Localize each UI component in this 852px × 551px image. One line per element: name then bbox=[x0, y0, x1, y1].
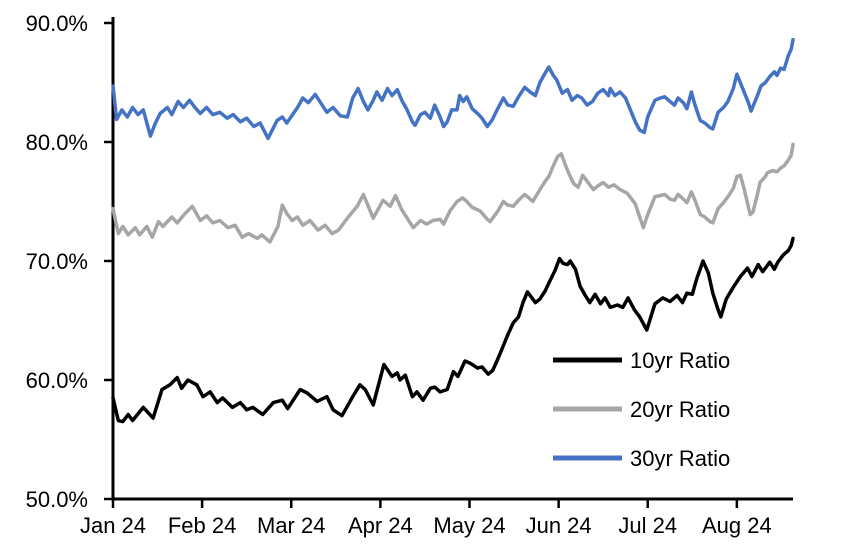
series-line-10yr-ratio bbox=[111, 236, 795, 424]
x-tick-label: Jul 24 bbox=[618, 513, 677, 538]
legend-label-10yr-ratio: 10yr Ratio bbox=[630, 348, 730, 373]
x-tick-label: Jan 24 bbox=[80, 513, 146, 538]
legend-label-20yr-ratio: 20yr Ratio bbox=[630, 397, 730, 422]
series-line-20yr-ratio bbox=[111, 142, 795, 244]
y-tick-label: 50.0% bbox=[26, 487, 88, 512]
x-tick-label: Feb 24 bbox=[168, 513, 237, 538]
x-tick-label: Aug 24 bbox=[702, 513, 772, 538]
x-tick-label: Apr 24 bbox=[348, 513, 413, 538]
series-line-30yr-ratio bbox=[111, 37, 795, 141]
y-tick-label: 70.0% bbox=[26, 249, 88, 274]
x-tick-label: Mar 24 bbox=[257, 513, 325, 538]
x-tick-label: May 24 bbox=[433, 513, 505, 538]
y-tick-label: 90.0% bbox=[26, 11, 88, 36]
y-tick-label: 60.0% bbox=[26, 368, 88, 393]
x-tick-label: Jun 24 bbox=[526, 513, 592, 538]
legend-label-30yr-ratio: 30yr Ratio bbox=[630, 446, 730, 471]
y-tick-label: 80.0% bbox=[26, 130, 88, 155]
